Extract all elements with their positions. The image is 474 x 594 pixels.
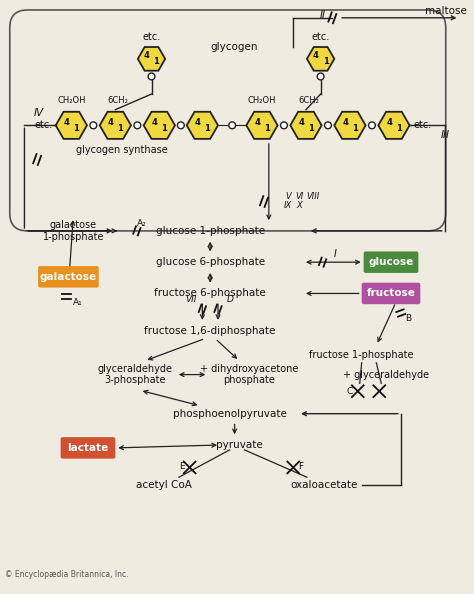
Text: V: V [285,192,291,201]
Circle shape [325,122,331,129]
Circle shape [229,122,236,129]
Text: maltose: maltose [425,6,467,16]
Text: I: I [334,249,337,260]
Circle shape [90,122,97,129]
Text: pyruvate: pyruvate [216,440,263,450]
Text: etc.: etc. [35,121,53,130]
Text: A₁: A₁ [73,298,83,307]
Polygon shape [334,112,365,139]
Polygon shape [187,112,218,139]
Circle shape [177,122,184,129]
Text: galactose: galactose [40,272,97,282]
Text: 4: 4 [386,118,392,127]
Text: acetyl CoA: acetyl CoA [137,480,192,490]
Polygon shape [144,112,175,139]
Text: © Encyclopædia Britannica, Inc.: © Encyclopædia Britannica, Inc. [5,570,128,579]
Text: 1: 1 [117,124,123,132]
Text: 1: 1 [204,124,210,132]
Text: glucose 6-phosphate: glucose 6-phosphate [155,257,264,267]
Text: C: C [347,387,353,396]
Text: glycogen: glycogen [211,42,258,52]
FancyBboxPatch shape [38,266,99,287]
Polygon shape [378,112,410,139]
Text: glucose: glucose [368,257,414,267]
Text: D: D [226,295,233,304]
Text: etc.: etc. [142,32,161,42]
Circle shape [317,73,324,80]
Text: 4: 4 [254,118,260,127]
Text: CH₂OH: CH₂OH [248,96,276,105]
Text: 1: 1 [154,57,159,67]
Text: galactose
1-phosphate: galactose 1-phosphate [43,220,104,242]
Text: 1: 1 [323,57,328,67]
Text: CH₂OH: CH₂OH [57,96,86,105]
Text: fructose 1,6-diphosphate: fructose 1,6-diphosphate [145,326,276,336]
Text: fructose 1-phosphate: fructose 1-phosphate [310,350,414,360]
Text: 4: 4 [298,118,304,127]
Text: phosphoenolpyruvate: phosphoenolpyruvate [173,409,287,419]
Text: III: III [440,130,449,140]
FancyBboxPatch shape [61,437,115,459]
Text: 1: 1 [73,124,79,132]
Text: glyceraldehyde
3-phosphate: glyceraldehyde 3-phosphate [97,364,173,386]
Text: + dihydroxyacetone
phosphate: + dihydroxyacetone phosphate [200,364,299,386]
Text: F: F [299,462,304,471]
Text: fructose 6-phosphate: fructose 6-phosphate [155,289,266,298]
Polygon shape [138,47,165,71]
Text: 1: 1 [308,124,314,132]
Polygon shape [290,112,321,139]
Text: 6CH₂: 6CH₂ [299,96,319,105]
Polygon shape [100,112,131,139]
Circle shape [134,122,141,129]
Text: etc.: etc. [413,121,431,130]
Circle shape [368,122,375,129]
Text: 1: 1 [161,124,167,132]
Text: etc.: etc. [311,32,330,42]
Text: 1: 1 [396,124,402,132]
Polygon shape [307,47,334,71]
Text: 4: 4 [64,118,69,127]
Text: VIII: VIII [306,192,319,201]
Text: fructose: fructose [366,289,415,298]
Polygon shape [246,112,278,139]
Text: A₂: A₂ [137,219,146,228]
Text: 4: 4 [342,118,348,127]
Circle shape [148,73,155,80]
Text: 6CH₂: 6CH₂ [108,96,129,105]
Text: VI: VI [295,192,303,201]
Text: + glyceraldehyde: + glyceraldehyde [343,369,429,380]
Text: 4: 4 [194,118,201,127]
Text: 1: 1 [352,124,358,132]
Text: glucose 1-phosphate: glucose 1-phosphate [155,226,264,236]
Text: B: B [406,314,411,323]
Text: II: II [319,10,326,20]
Text: IX: IX [284,201,292,210]
Text: 4: 4 [108,118,113,127]
Polygon shape [56,112,87,139]
Text: 4: 4 [313,52,319,61]
Text: 4: 4 [152,118,157,127]
Text: lactate: lactate [67,443,109,453]
Text: VII: VII [185,295,196,304]
Text: 1: 1 [264,124,270,132]
Text: glycogen synthase: glycogen synthase [76,145,168,155]
Text: oxaloacetate: oxaloacetate [291,480,358,490]
Text: X: X [296,201,302,210]
FancyBboxPatch shape [362,283,420,304]
Text: E: E [179,462,185,471]
Circle shape [281,122,287,129]
FancyBboxPatch shape [364,251,419,273]
Text: IV: IV [34,108,44,118]
Text: 4: 4 [144,52,150,61]
